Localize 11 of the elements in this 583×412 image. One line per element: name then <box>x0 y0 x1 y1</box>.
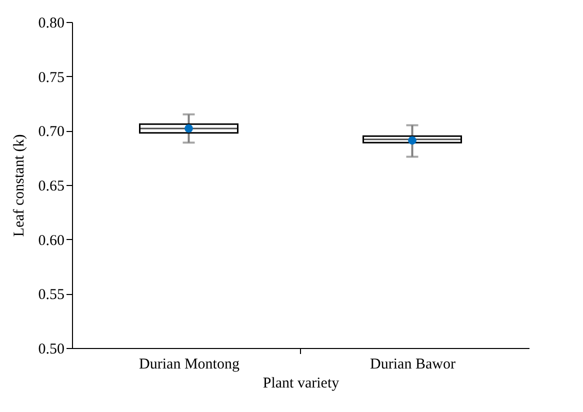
y-tick-label: 0.75 <box>38 70 64 86</box>
x-tick-label: Durian Bawor <box>370 356 456 372</box>
y-tick-label: 0.55 <box>38 287 64 304</box>
x-axis-title: Plant variety <box>262 376 340 392</box>
y-tick-label: 0.50 <box>38 342 64 358</box>
y-axis-title: Leaf constant (k) <box>11 134 28 237</box>
y-tick-label: 0.70 <box>38 124 64 140</box>
y-tick-label: 0.80 <box>38 16 64 32</box>
y-tick-label: 0.60 <box>38 232 64 249</box>
x-tick-label: Durian Montong <box>139 356 240 372</box>
y-tick-label: 0.65 <box>38 178 64 194</box>
